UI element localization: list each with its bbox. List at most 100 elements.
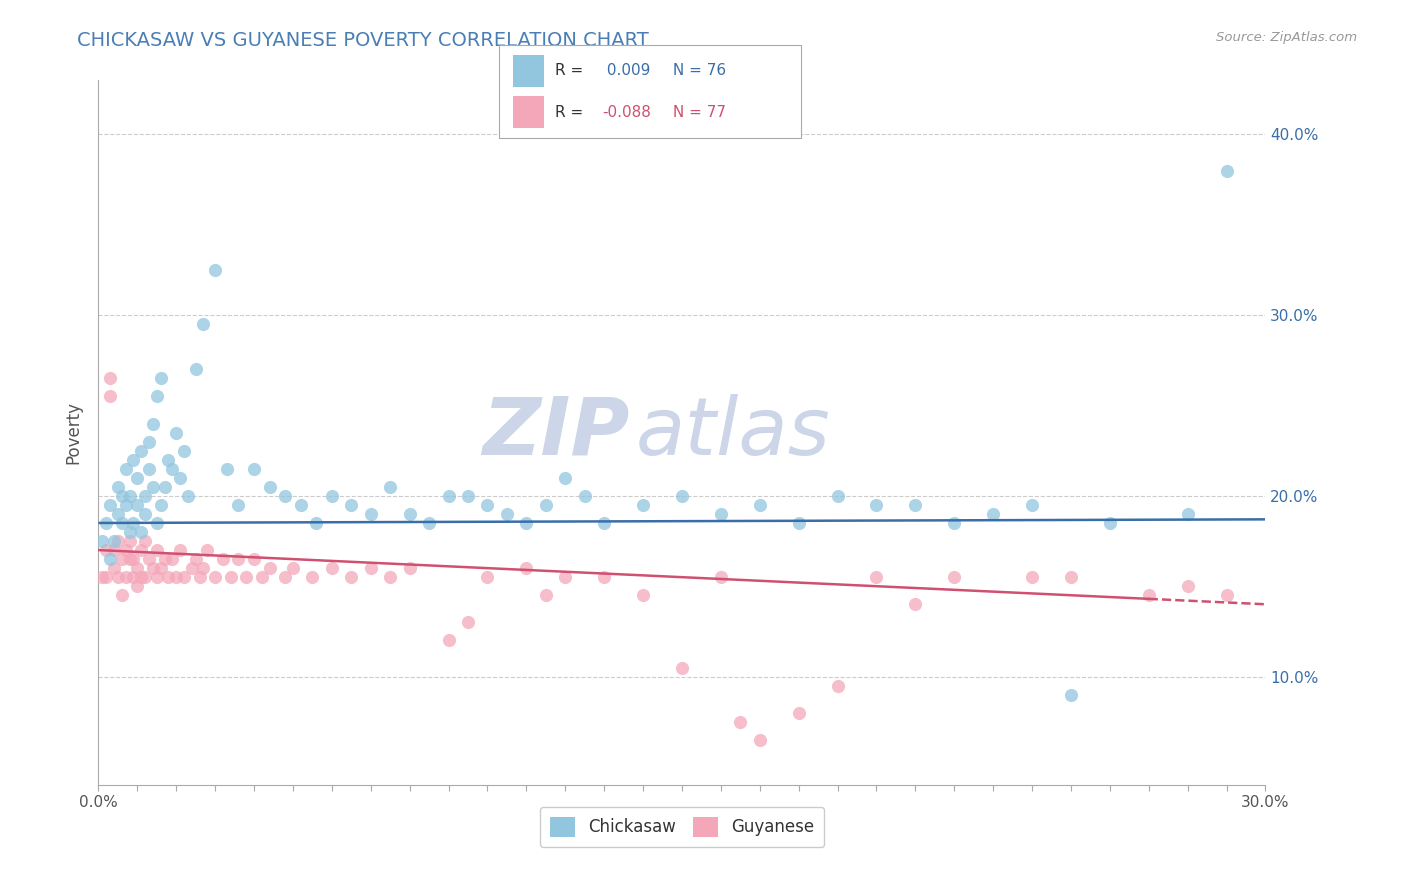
Point xyxy=(730,714,752,729)
Point xyxy=(193,317,215,331)
Point xyxy=(1021,570,1043,584)
Point xyxy=(162,552,184,566)
Point xyxy=(118,524,141,539)
Point xyxy=(593,570,616,584)
Point xyxy=(146,516,169,530)
Point xyxy=(748,732,770,747)
Point xyxy=(865,498,887,512)
Text: N = 77: N = 77 xyxy=(668,104,725,120)
Point xyxy=(122,452,145,467)
Point xyxy=(1177,579,1199,593)
Point xyxy=(477,498,499,512)
Point xyxy=(398,507,420,521)
Point xyxy=(204,570,226,584)
Point xyxy=(671,489,693,503)
Point xyxy=(593,516,616,530)
Point xyxy=(1137,588,1160,602)
Point xyxy=(96,570,118,584)
Point xyxy=(103,561,125,575)
Point xyxy=(250,570,273,584)
Point xyxy=(243,552,266,566)
Point xyxy=(127,579,149,593)
Point xyxy=(437,489,460,503)
Point xyxy=(169,543,191,558)
Point xyxy=(865,570,887,584)
Point xyxy=(142,417,165,431)
Point xyxy=(1215,588,1237,602)
Point xyxy=(91,570,114,584)
Point xyxy=(340,570,363,584)
Text: R =: R = xyxy=(555,104,589,120)
Point xyxy=(146,389,169,403)
Point xyxy=(165,570,187,584)
Point xyxy=(360,561,382,575)
Point xyxy=(111,516,134,530)
Y-axis label: Poverty: Poverty xyxy=(65,401,83,464)
Point xyxy=(138,462,160,476)
Point xyxy=(477,570,499,584)
Point xyxy=(1098,516,1121,530)
Text: N = 76: N = 76 xyxy=(668,63,725,78)
Point xyxy=(98,498,121,512)
Point xyxy=(114,543,136,558)
Point xyxy=(103,543,125,558)
Point xyxy=(301,570,323,584)
Point xyxy=(114,570,136,584)
Point xyxy=(107,480,129,494)
Point xyxy=(138,434,160,449)
Point xyxy=(165,425,187,440)
Point xyxy=(710,570,733,584)
Point xyxy=(290,498,312,512)
Text: Source: ZipAtlas.com: Source: ZipAtlas.com xyxy=(1216,31,1357,45)
Point xyxy=(418,516,440,530)
Point xyxy=(118,552,141,566)
Text: 0.009: 0.009 xyxy=(602,63,650,78)
Text: atlas: atlas xyxy=(636,393,830,472)
Point xyxy=(360,507,382,521)
Point xyxy=(943,516,966,530)
Point xyxy=(321,489,343,503)
Point xyxy=(157,452,180,467)
Point xyxy=(122,552,145,566)
Point xyxy=(787,706,810,720)
Legend: Chickasaw, Guyanese: Chickasaw, Guyanese xyxy=(540,806,824,847)
Point xyxy=(1177,507,1199,521)
Point xyxy=(146,543,169,558)
Point xyxy=(457,615,479,630)
Point xyxy=(631,498,654,512)
Point xyxy=(193,561,215,575)
Point xyxy=(111,552,134,566)
Point xyxy=(98,371,121,385)
Point xyxy=(107,570,129,584)
Point xyxy=(142,480,165,494)
Point xyxy=(188,570,211,584)
Point xyxy=(118,534,141,549)
Point xyxy=(1215,163,1237,178)
Point xyxy=(827,679,849,693)
Point xyxy=(710,507,733,521)
Point xyxy=(173,570,195,584)
Point xyxy=(827,489,849,503)
Point xyxy=(195,543,218,558)
Point xyxy=(534,498,557,512)
Point xyxy=(149,498,172,512)
Point xyxy=(1060,688,1083,702)
Text: -0.088: -0.088 xyxy=(602,104,651,120)
Point xyxy=(111,489,134,503)
Point xyxy=(259,480,281,494)
Point xyxy=(134,489,156,503)
Point xyxy=(981,507,1004,521)
Point xyxy=(515,516,537,530)
Point xyxy=(149,371,172,385)
Point xyxy=(153,480,176,494)
Point xyxy=(118,489,141,503)
Point xyxy=(554,570,576,584)
Point xyxy=(129,570,152,584)
Point xyxy=(157,570,180,584)
Point xyxy=(235,570,257,584)
Point xyxy=(496,507,519,521)
Point xyxy=(281,561,304,575)
Point xyxy=(259,561,281,575)
Point xyxy=(127,561,149,575)
Text: ZIP: ZIP xyxy=(482,393,630,472)
